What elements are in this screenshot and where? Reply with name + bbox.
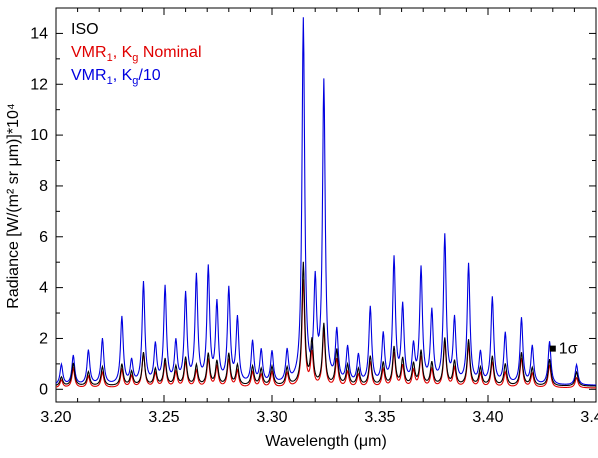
x-tick-label: 3.25 (148, 409, 179, 426)
x-tick-label: 3.35 (364, 409, 395, 426)
series-layer (55, 17, 597, 389)
ticks-layer: 3.20 3.25 3.30 3.35 3.40 3.45 0 2 4 6 8 10 12 14 (30, 7, 598, 426)
y-tick-label: 14 (30, 25, 48, 42)
legend-entry-kg10: VMR1, Kg/10 (71, 67, 161, 87)
x-tick-label: 3.30 (256, 409, 287, 426)
error-marker-square (549, 345, 556, 352)
error-marker-label: 1σ (559, 341, 578, 358)
plot-frame (55, 7, 597, 403)
legend-entry-nominal: VMR1, Kg Nominal (71, 44, 202, 64)
legend-entry-iso: ISO (71, 21, 99, 38)
legend: ISO VMR1, Kg Nominal VMR1, Kg/10 (71, 21, 202, 87)
y-tick-label: 6 (39, 229, 48, 246)
x-tick-label: 3.20 (40, 409, 71, 426)
y-axis-title: Radiance [W/(m² sr μm)]*10⁴ (5, 103, 22, 309)
error-marker: 1σ (549, 341, 578, 358)
series-line-2 (55, 17, 597, 386)
y-tick-label: 8 (39, 178, 48, 195)
y-tick-label: 10 (30, 127, 48, 144)
y-tick-label: 2 (39, 330, 48, 347)
x-tick-label: 3.40 (472, 409, 503, 426)
y-tick-label: 0 (39, 381, 48, 398)
y-tick-label: 4 (39, 280, 48, 297)
x-tick-label: 3.45 (580, 409, 598, 426)
series-line-0 (55, 261, 597, 387)
x-axis-title: Wavelength (μm) (265, 433, 387, 450)
y-tick-label: 12 (30, 76, 48, 93)
